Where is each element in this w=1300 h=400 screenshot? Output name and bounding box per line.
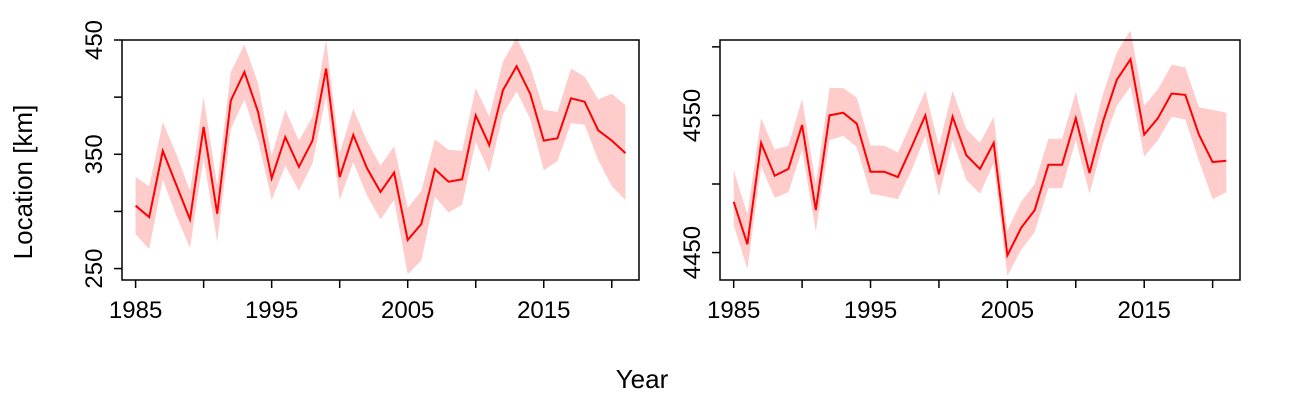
x-tick-label: 2015 [517, 297, 570, 324]
x-tick-label: 2005 [981, 297, 1034, 324]
y-tick-label: 450 [81, 20, 108, 60]
y-tick-label: 250 [81, 249, 108, 289]
x-axis-title: Year [616, 364, 669, 394]
series-line [134, 64, 627, 243]
plot-frame [121, 39, 640, 281]
chart-panel-left: 1985 1995 2005 2015 250 350 450 [81, 20, 640, 324]
y-tick-label: 350 [81, 134, 108, 174]
plot-frame [719, 39, 1241, 281]
x-tick-label: 2015 [1118, 297, 1171, 324]
x-tick-label: 2005 [381, 297, 434, 324]
x-tick-label: 1995 [245, 297, 298, 324]
y-tick-label: 4550 [679, 89, 706, 142]
x-tick-label: 1985 [109, 297, 162, 324]
series-line [732, 56, 1227, 259]
x-tick-label: 1995 [844, 297, 897, 324]
confidence-band [135, 37, 626, 275]
y-axis-title: Location [km] [8, 105, 38, 260]
x-tick-label: 1985 [707, 297, 760, 324]
confidence-band [733, 30, 1227, 276]
chart-panel-right: 1985 1995 2005 2015 4450 4550 [679, 30, 1241, 324]
y-tick-label: 4450 [679, 226, 706, 279]
